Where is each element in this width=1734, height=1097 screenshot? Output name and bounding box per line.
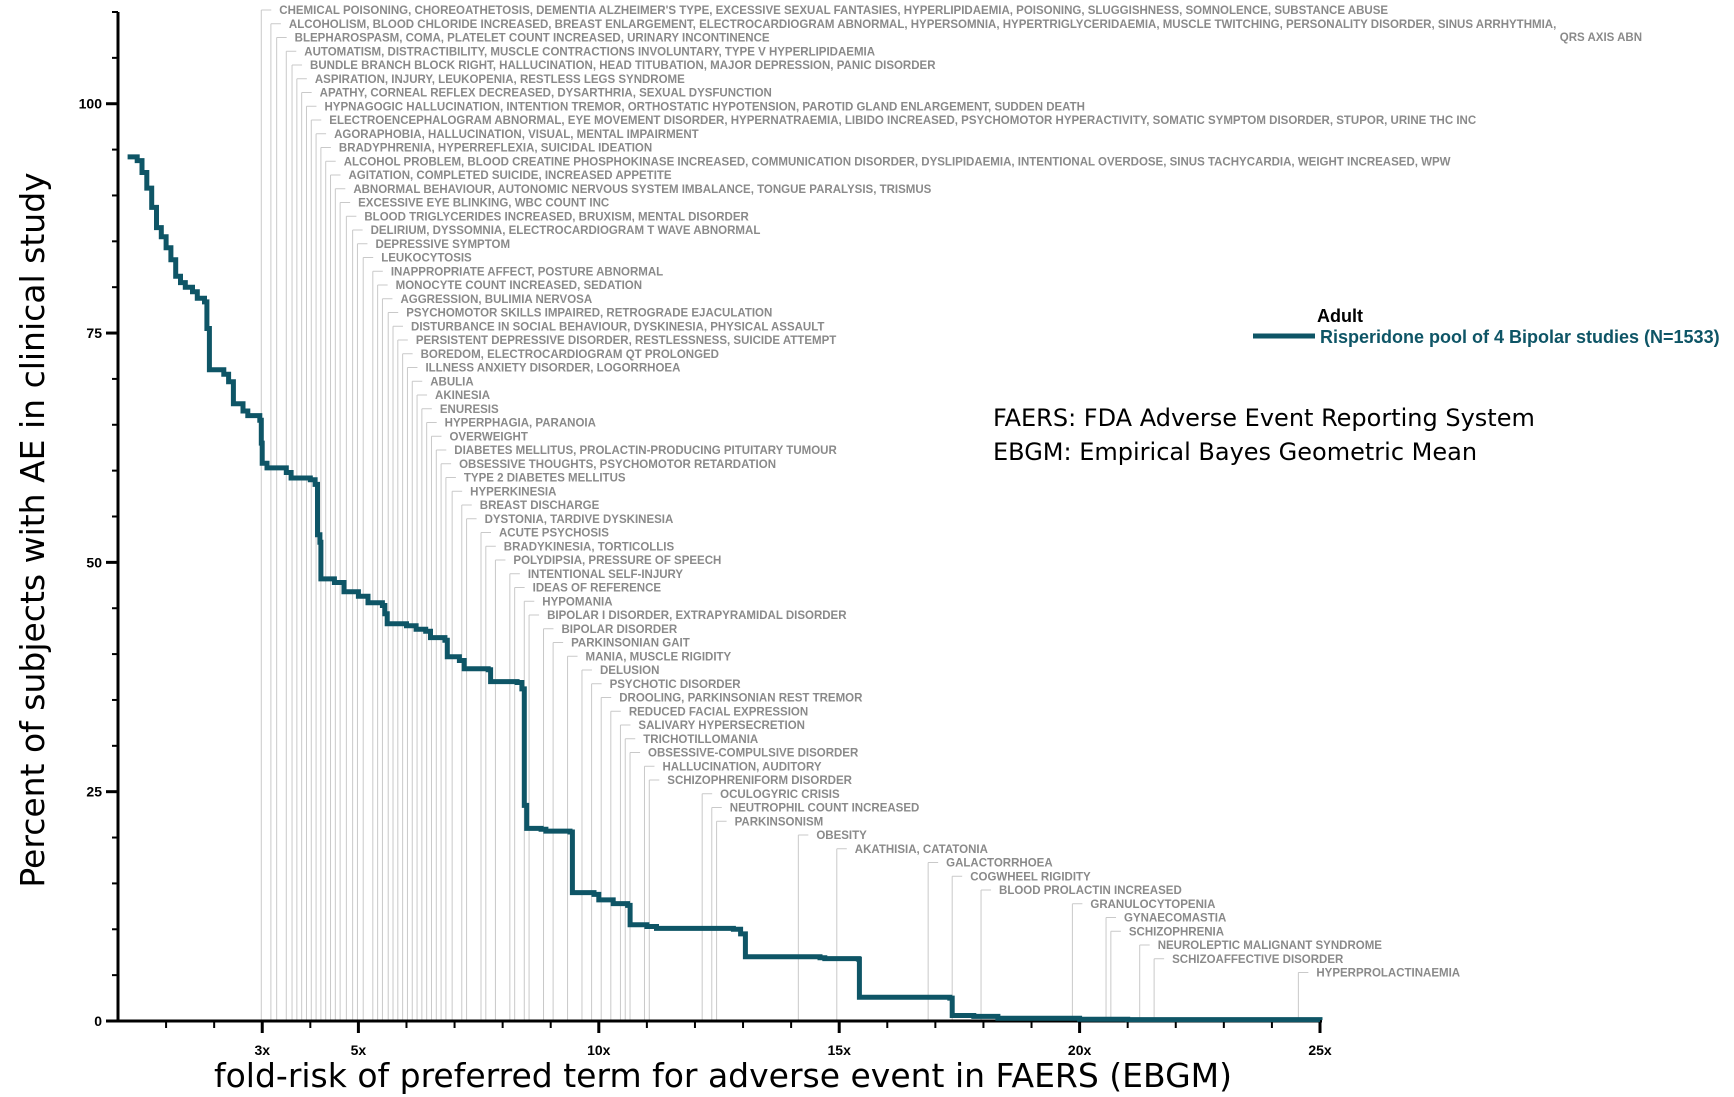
x-tick-label: 10x xyxy=(587,1042,611,1058)
annotation-label: HYPERKINESIA xyxy=(470,486,556,498)
annotation-label: DELUSION xyxy=(600,665,659,677)
y-tick-label: 50 xyxy=(86,554,102,570)
annotation-label: ALCOHOL PROBLEM, BLOOD CREATINE PHOSPHOK… xyxy=(344,156,1451,168)
annotation-label: ILLNESS ANXIETY DISORDER, LOGORRHOEA xyxy=(425,363,680,375)
annotation-label: OCULOGYRIC CRISIS xyxy=(720,789,840,801)
annotation-label: MONOCYTE COUNT INCREASED, SEDATION xyxy=(396,280,642,292)
annotation-label: COGWHEEL RIGIDITY xyxy=(970,871,1091,883)
y-ticks: 0 25 50 75 100 xyxy=(79,11,118,1029)
x-tick-label: 3x xyxy=(254,1042,270,1058)
annotation-label: PARKINSONIAN GAIT xyxy=(571,638,690,650)
annotation-label: POLYDIPSIA, PRESSURE OF SPEECH xyxy=(513,555,721,567)
x-tick-label: 20x xyxy=(1068,1042,1092,1058)
annotation-label: PSYCHOMOTOR SKILLS IMPAIRED, RETROGRADE … xyxy=(406,308,772,320)
annotation-label: AGGRESSION, BULIMIA NERVOSA xyxy=(400,294,592,306)
annotation-label: MANIA, MUSCLE RIGIDITY xyxy=(586,651,732,663)
annotation-label: AKATHISIA, CATATONIA xyxy=(855,844,988,856)
annotation-label: ELECTROENCEPHALOGRAM ABNORMAL, EYE MOVEM… xyxy=(329,115,1476,127)
annotation-label: BRADYPHRENIA, HYPERREFLEXIA, SUICIDAL ID… xyxy=(339,143,652,155)
annotation-label: SALIVARY HYPERSECRETION xyxy=(638,720,805,732)
annotation-label: BUNDLE BRANCH BLOCK RIGHT, HALLUCINATION… xyxy=(310,60,936,72)
annotation-label: GALACTORRHOEA xyxy=(946,858,1052,870)
annotation-label-continuation: QRS AXIS ABN xyxy=(1560,32,1642,44)
annotation-label: ASPIRATION, INJURY, LEUKOPENIA, RESTLESS… xyxy=(315,74,685,86)
annotation-label: NEUTROPHIL COUNT INCREASED xyxy=(730,803,920,815)
annotation-label: BIPOLAR DISORDER xyxy=(562,624,678,636)
legend: Adult Risperidone pool of 4 Bipolar stud… xyxy=(1253,306,1720,347)
note-ebgm: EBGM: Empirical Bayes Geometric Mean xyxy=(993,438,1477,466)
annotation-label: PERSISTENT DEPRESSIVE DISORDER, RESTLESS… xyxy=(416,335,836,347)
annotation-label: BLOOD TRIGLYCERIDES INCREASED, BRUXISM, … xyxy=(364,211,749,223)
x-axis-label: fold-risk of preferred term for adverse … xyxy=(214,1056,1232,1095)
x-tick-label: 15x xyxy=(828,1042,852,1058)
annotation-label: SCHIZOPHRENIFORM DISORDER xyxy=(667,775,852,787)
annotation-label: BIPOLAR I DISORDER, EXTRAPYRAMIDAL DISOR… xyxy=(547,610,847,622)
annotation-label: GYNAECOMASTIA xyxy=(1124,913,1226,925)
annotation-label: BRADYKINESIA, TORTICOLLIS xyxy=(504,541,675,553)
annotation-label: DEPRESSIVE SYMPTOM xyxy=(375,239,510,251)
annotation-label: BLOOD PROLACTIN INCREASED xyxy=(999,885,1182,897)
series-line-risperidone xyxy=(127,154,1323,1023)
annotation-label: PSYCHOTIC DISORDER xyxy=(610,679,742,691)
y-tick-label: 25 xyxy=(86,784,102,800)
annotation-label: TRICHOTILLOMANIA xyxy=(643,734,758,746)
annotation-label: APATHY, CORNEAL REFLEX DECREASED, DYSART… xyxy=(320,88,772,100)
x-ticks: 3x 5x 10x 15x 20x 25x xyxy=(165,1021,1332,1058)
annotation-label: ALCOHOLISM, BLOOD CHLORIDE INCREASED, BR… xyxy=(289,19,1556,31)
annotation-label: EXCESSIVE EYE BLINKING, WBC COUNT INC xyxy=(358,198,609,210)
annotation-label: IDEAS OF REFERENCE xyxy=(533,583,662,595)
annotation-label: INTENTIONAL SELF-INJURY xyxy=(528,569,684,581)
annotation-label: AGORAPHOBIA, HALLUCINATION, VISUAL, MENT… xyxy=(334,129,699,141)
y-axis-label: Percent of subjects with AE in clinical … xyxy=(13,172,52,887)
annotation-label: INAPPROPRIATE AFFECT, POSTURE ABNORMAL xyxy=(391,266,663,278)
annotation-label: BLEPHAROSPASM, COMA, PLATELET COUNT INCR… xyxy=(295,33,770,45)
note-faers: FAERS: FDA Adverse Event Reporting Syste… xyxy=(993,404,1535,432)
annotation-label: DELIRIUM, DYSSOMNIA, ELECTROCARDIOGRAM T… xyxy=(371,225,761,237)
annotation-label: NEUROLEPTIC MALIGNANT SYNDROME xyxy=(1158,940,1383,952)
annotation-label: HYPERPROLACTINAEMIA xyxy=(1316,968,1460,980)
annotation-label: BOREDOM, ELECTROCARDIOGRAM QT PROLONGED xyxy=(421,349,719,361)
legend-title: Adult xyxy=(1317,306,1363,326)
legend-entry-risperidone: Risperidone pool of 4 Bipolar studies (N… xyxy=(1320,327,1720,347)
annotation-label: LEUKOCYTOSIS xyxy=(381,253,472,265)
annotation-label: DISTURBANCE IN SOCIAL BEHAVIOUR, DYSKINE… xyxy=(411,321,824,333)
annotation-label: AUTOMATISM, DISTRACTIBILITY, MUSCLE CONT… xyxy=(304,46,875,58)
annotation-label: SCHIZOAFFECTIVE DISORDER xyxy=(1172,954,1344,966)
annotation-label: HYPNAGOGIC HALLUCINATION, INTENTION TREM… xyxy=(324,101,1085,113)
x-tick-label: 25x xyxy=(1308,1042,1332,1058)
annotation-label: GRANULOCYTOPENIA xyxy=(1090,899,1215,911)
annotation-label: SCHIZOPHRENIA xyxy=(1129,926,1224,938)
y-tick-label: 0 xyxy=(94,1013,102,1029)
annotation-lines: CHEMICAL POISONING, CHOREOATHETOSIS, DEM… xyxy=(260,5,1642,1021)
annotation-label: OBSESSIVE-COMPULSIVE DISORDER xyxy=(648,748,859,760)
annotation-label: BREAST DISCHARGE xyxy=(480,500,600,512)
annotation-label: OVERWEIGHT xyxy=(449,431,527,443)
annotation-label: OBESITY xyxy=(816,830,867,842)
annotation-label: HYPOMANIA xyxy=(542,596,612,608)
annotation-label: AGITATION, COMPLETED SUICIDE, INCREASED … xyxy=(349,170,672,182)
annotation-label: CHEMICAL POISONING, CHOREOATHETOSIS, DEM… xyxy=(279,5,1388,17)
y-tick-label: 75 xyxy=(86,325,102,341)
x-tick-label: 5x xyxy=(351,1042,367,1058)
annotation-label: DROOLING, PARKINSONIAN REST TREMOR xyxy=(619,693,863,705)
annotation-label: TYPE 2 DIABETES MELLITUS xyxy=(464,473,626,485)
annotation-label: HALLUCINATION, AUDITORY xyxy=(662,761,821,773)
annotation-label: AKINESIA xyxy=(435,390,490,402)
annotation-label: ACUTE PSYCHOSIS xyxy=(499,528,609,540)
annotation-label: REDUCED FACIAL EXPRESSION xyxy=(629,706,808,718)
annotation-label: ABNORMAL BEHAVIOUR, AUTONOMIC NERVOUS SY… xyxy=(353,184,931,196)
annotation-label: PARKINSONISM xyxy=(735,816,824,828)
y-tick-label: 100 xyxy=(79,96,103,112)
annotation-label: HYPERPHAGIA, PARANOIA xyxy=(445,418,596,430)
annotation-label: DYSTONIA, TARDIVE DYSKINESIA xyxy=(485,514,674,526)
annotation-label: ABULIA xyxy=(430,376,473,388)
annotation-label: DIABETES MELLITUS, PROLACTIN-PRODUCING P… xyxy=(454,445,837,457)
annotation-label: OBSESSIVE THOUGHTS, PSYCHOMOTOR RETARDAT… xyxy=(459,459,776,471)
annotation-label: ENURESIS xyxy=(440,404,499,416)
